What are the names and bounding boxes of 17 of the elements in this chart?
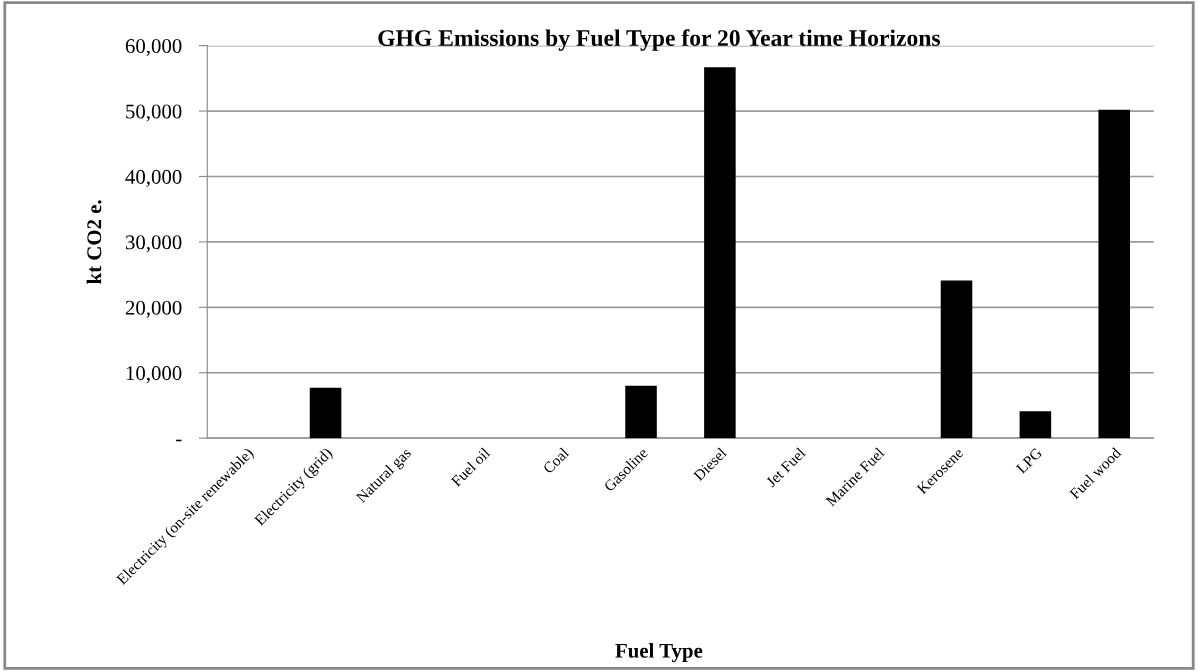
bar xyxy=(1098,109,1131,439)
bar xyxy=(704,67,736,439)
bar xyxy=(625,385,657,439)
y-tick-label: 10,000 xyxy=(126,366,182,384)
bar xyxy=(940,280,973,439)
y-tick-label: 20,000 xyxy=(125,300,182,318)
bar xyxy=(1019,411,1052,439)
y-tick-label: 60,000 xyxy=(125,39,182,57)
y-axis-title: kt CO2 e. xyxy=(86,200,102,284)
bar xyxy=(309,387,342,439)
x-tick-label: Fuel oil xyxy=(450,446,491,488)
x-axis-title: Fuel Type xyxy=(615,643,703,663)
y-tick-label: 30,000 xyxy=(125,235,182,253)
y-tick-label: - xyxy=(176,439,182,442)
chart-title: GHG Emissions by Fuel Type for 20 Year time Horizons xyxy=(378,29,941,51)
y-tick-label: 40,000 xyxy=(125,169,182,187)
y-tick-label: 50,000 xyxy=(126,104,182,122)
